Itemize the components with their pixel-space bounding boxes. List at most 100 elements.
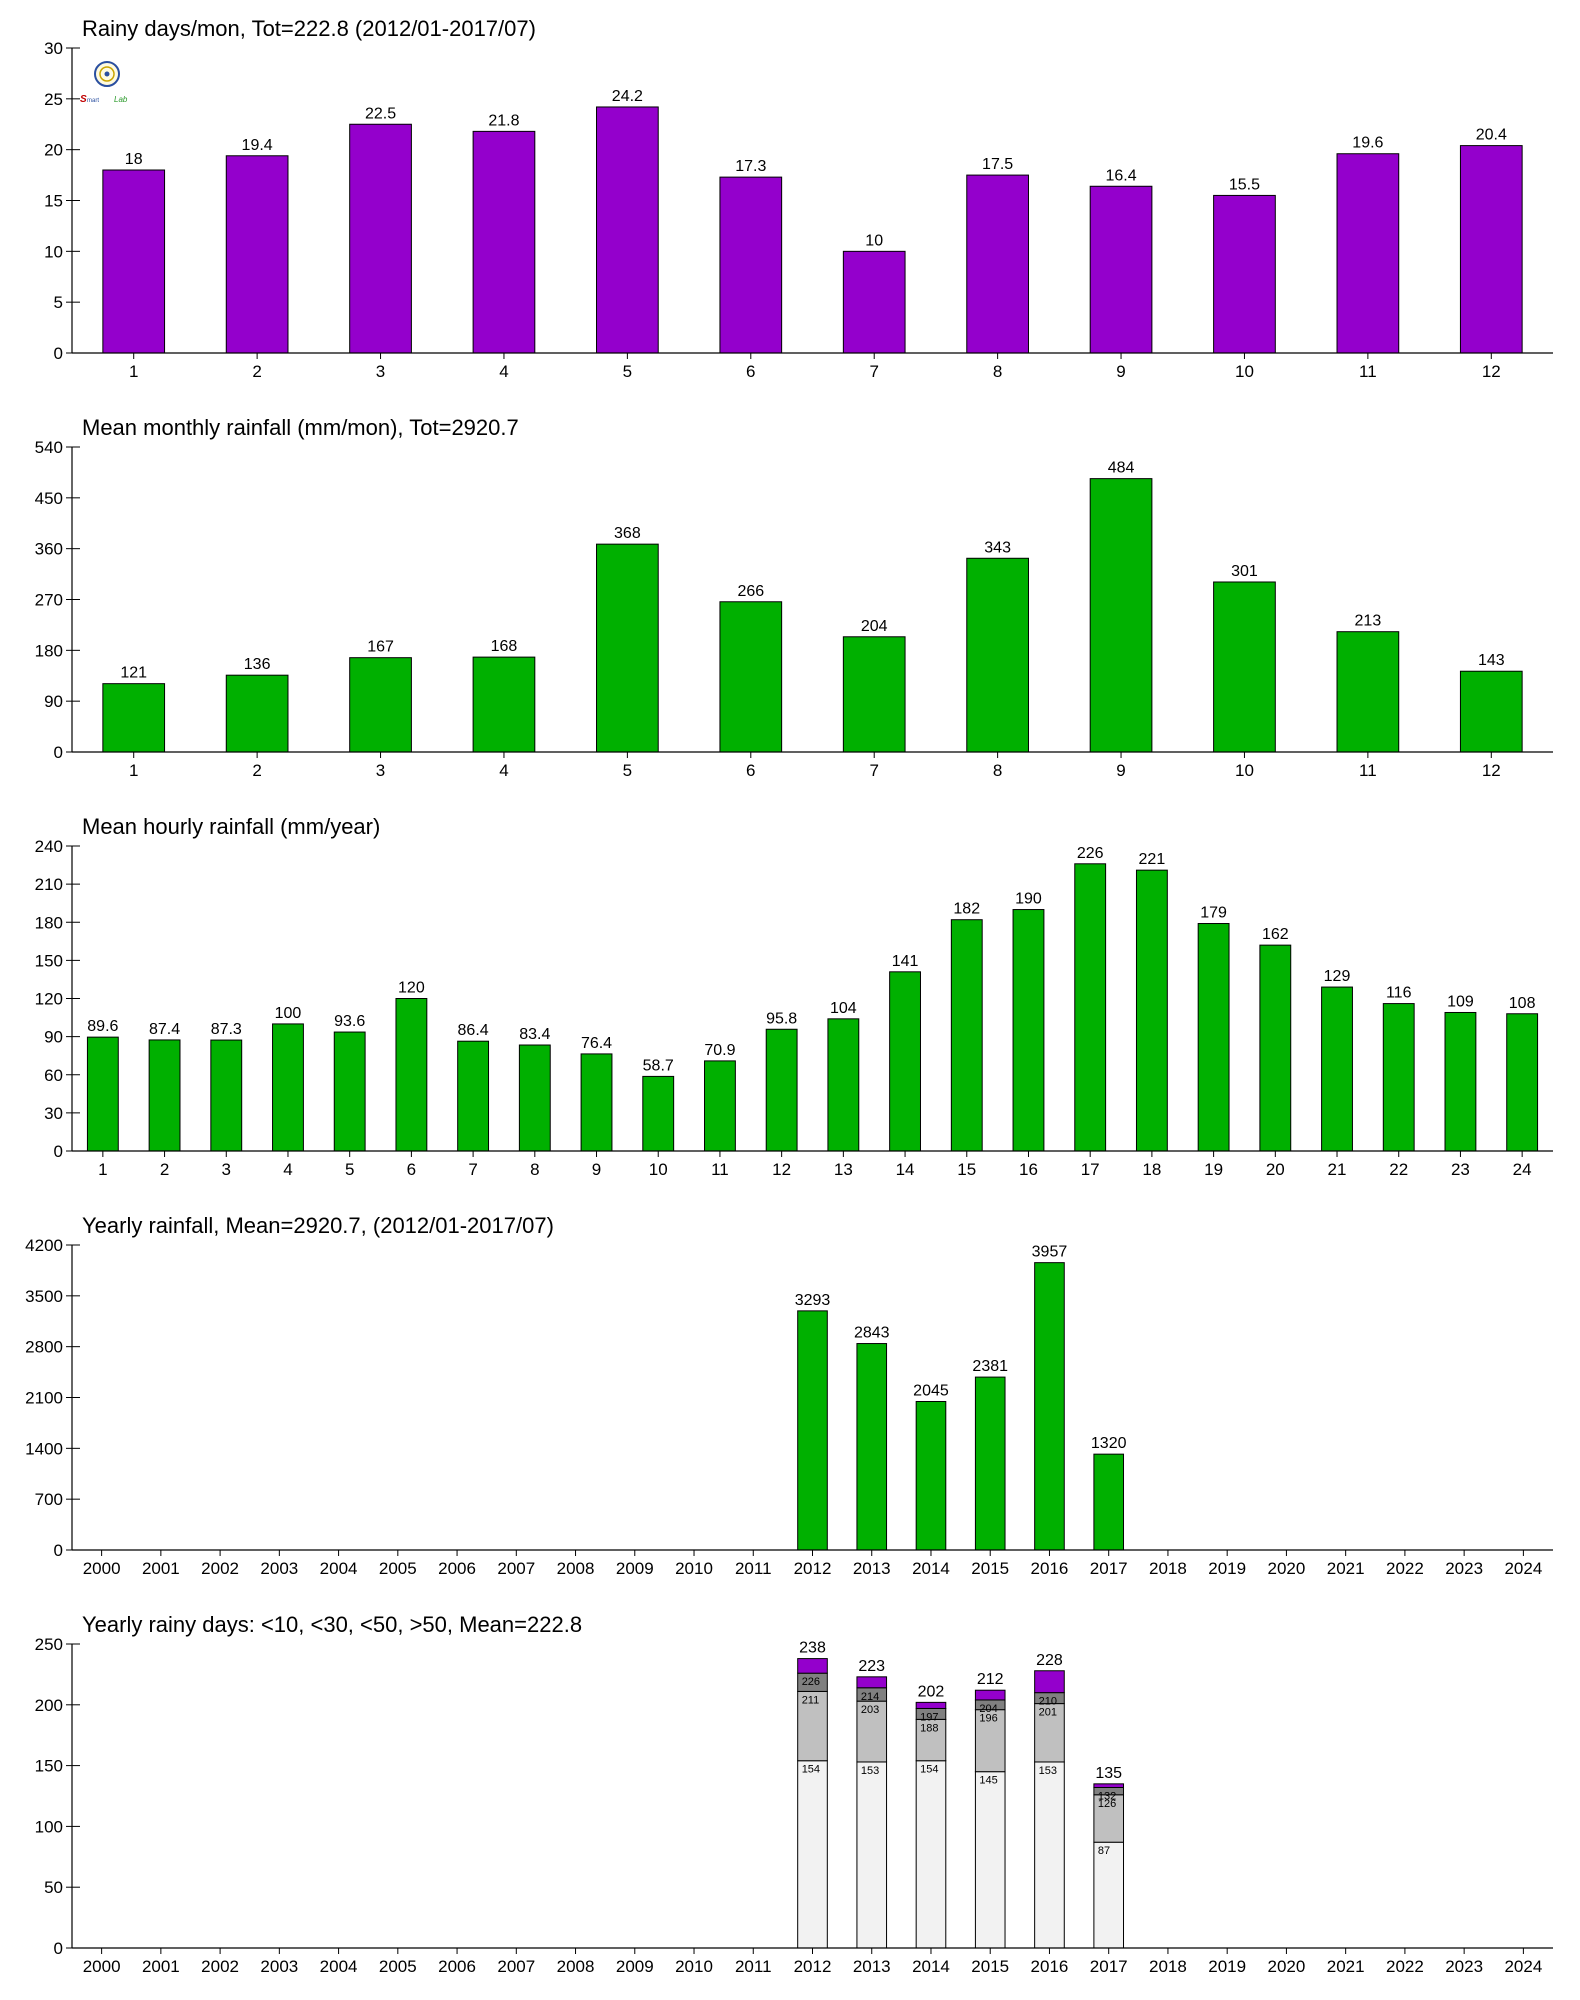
bar [148,1039,181,1152]
data-label: 19.4 [242,137,273,154]
x-tick-label: 22 [1389,1160,1408,1179]
x-tick-label: 2021 [1327,1957,1365,1976]
x-tick-label: 17 [1081,1160,1100,1179]
x-tick-label: 9 [1116,362,1125,381]
x-tick-label: 8 [530,1160,539,1179]
bar [225,155,289,354]
x-tick-label: 10 [1235,761,1254,780]
y-tick-label: 360 [35,540,63,559]
x-tick-label: 2002 [201,1559,239,1578]
bar [580,1053,613,1152]
y-tick-label: 540 [35,438,63,457]
data-label: 24.2 [612,88,643,105]
x-tick-label: 23 [1451,1160,1470,1179]
bar [950,919,983,1152]
data-label: 18 [125,151,143,168]
data-label: 89.6 [87,1018,118,1035]
bar [1012,909,1045,1152]
bar [596,543,659,753]
total-label: 223 [858,1658,885,1675]
x-tick-label: 16 [1019,1160,1038,1179]
x-tick-label: 2014 [912,1559,950,1578]
segment-label: 204 [979,1703,997,1715]
data-label: 168 [491,638,518,655]
x-tick-label: 2013 [853,1559,891,1578]
x-tick-label: 8 [993,362,1002,381]
y-tick-label: 0 [54,344,63,363]
stack-segment-1 [1034,1761,1065,1949]
segment-label: 126 [1098,1798,1116,1810]
data-label: 167 [367,639,394,656]
bar [457,1040,490,1152]
data-label: 179 [1200,905,1227,922]
y-tick-label: 2800 [25,1338,63,1357]
bar [966,557,1029,753]
chart-title: Mean hourly rainfall (mm/year) [82,814,380,839]
data-label: 343 [984,539,1011,556]
x-tick-label: 2015 [971,1957,1009,1976]
data-label: 104 [830,1000,857,1017]
x-tick-label: 2014 [912,1957,950,1976]
bar [889,971,921,1152]
stack-segment-4 [915,1701,947,1709]
chart-panel-3: Mean hourly rainfall (mm/year)0306090120… [35,814,1553,1179]
bar [349,123,412,354]
data-label: 226 [1077,845,1104,862]
bar [1089,185,1153,354]
bar [102,683,166,753]
chart-panel-4: Yearly rainfall, Mean=2920.7, (2012/01-2… [25,1213,1553,1578]
x-tick-label: 11 [711,1160,729,1179]
bar [1321,986,1353,1152]
bar [596,106,659,354]
bar [102,169,166,354]
x-tick-label: 10 [649,1160,668,1179]
data-label: 83.4 [519,1026,550,1043]
data-label: 16.4 [1105,167,1136,184]
stack-segment-4 [974,1689,1006,1701]
x-tick-label: 2008 [557,1957,595,1976]
bar [856,1343,888,1551]
x-tick-label: 3 [376,761,385,780]
y-tick-label: 0 [54,1939,63,1958]
x-tick-label: 24 [1513,1160,1532,1179]
bar [1444,1011,1477,1152]
x-tick-label: 2012 [794,1957,832,1976]
x-tick-label: 2011 [735,1559,772,1578]
x-tick-label: 2020 [1268,1957,1306,1976]
y-tick-label: 1400 [25,1439,63,1458]
x-tick-label: 2 [252,362,261,381]
y-tick-label: 270 [35,591,63,610]
x-tick-label: 2012 [794,1559,832,1578]
bar [915,1400,947,1551]
svg-text:S: S [80,94,87,105]
x-tick-label: 2018 [1149,1957,1187,1976]
bar [827,1018,860,1152]
segment-label: 145 [979,1775,997,1787]
segment-label: 188 [920,1722,938,1734]
y-tick-label: 700 [35,1490,63,1509]
x-tick-label: 2 [252,761,261,780]
segment-label: 154 [802,1764,820,1776]
x-tick-label: 2011 [735,1957,772,1976]
y-tick-label: 30 [44,1104,63,1123]
data-label: 2045 [913,1382,949,1399]
x-tick-label: 8 [993,761,1002,780]
bar [225,674,289,753]
data-label: 162 [1262,926,1289,943]
x-tick-label: 7 [869,761,878,780]
data-label: 129 [1324,968,1351,985]
bar [1382,1003,1415,1152]
bar [704,1060,736,1152]
bar [966,174,1029,354]
data-label: 120 [398,980,425,997]
chart-panel-2: Mean monthly rainfall (mm/mon), Tot=2920… [35,415,1553,780]
bar [1459,145,1523,354]
stack-segment-1 [1093,1841,1125,1949]
data-label: 3293 [795,1292,831,1309]
y-tick-label: 450 [35,489,63,508]
stack-segment-4 [1093,1783,1125,1788]
bar [1089,478,1153,753]
stack-segment-2 [856,1700,888,1763]
bar [719,601,783,753]
